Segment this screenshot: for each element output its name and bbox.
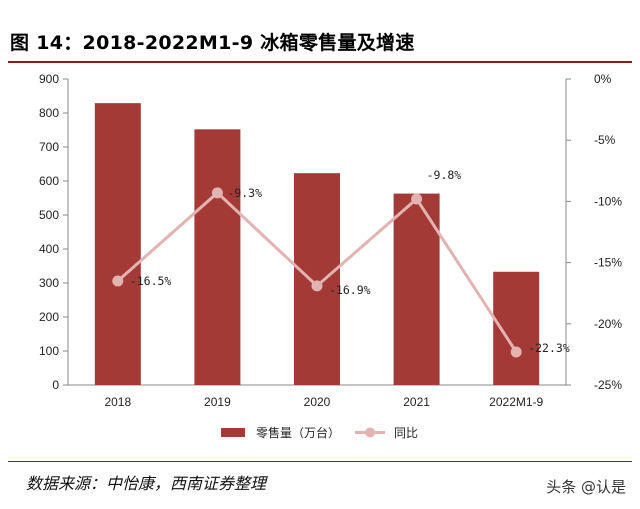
legend: 零售量（万台） 同比: [221, 425, 418, 440]
chart-title: 图 14：2018-2022M1-9 冰箱零售量及增速: [10, 32, 415, 54]
legend-line-label: 同比: [394, 426, 418, 440]
right-tick-label: -5%: [594, 133, 616, 147]
line-data-label: -9.8%: [427, 168, 462, 182]
x-tick-label: 2018: [104, 395, 131, 409]
chart-axes: 0 100 200 300 400 500 600 700 800 900 0% -5% -10% -15…: [39, 72, 622, 409]
right-tick-label: -10%: [594, 194, 622, 208]
left-tick-label: 200: [39, 310, 59, 324]
legend-line-marker: [365, 427, 375, 438]
right-tick-label: 0%: [594, 72, 612, 86]
source-note: 数据来源：中怡康，西南证券整理: [26, 474, 267, 493]
line-series: -16.5% -9.3% -16.9% -9.8% -22.3%: [112, 168, 570, 358]
bar-2018: [94, 103, 141, 385]
watermark: 头条 @认是: [546, 478, 626, 496]
footer-rule: [8, 461, 632, 462]
line-data-label: -9.3%: [227, 186, 262, 200]
left-tick-label: 300: [39, 276, 59, 290]
line-point-2019: [211, 187, 223, 199]
right-tick-label: -15%: [594, 256, 622, 270]
line-data-label: -22.3%: [528, 341, 570, 355]
chart: 0 100 200 300 400 500 600 700 800 900 0% -5% -10% -15…: [39, 72, 622, 440]
bar-series: [94, 103, 540, 385]
bar-2021: [393, 193, 440, 385]
title-underline: [8, 61, 632, 63]
left-tick-label: 100: [39, 344, 59, 358]
x-tick-label: 2021: [403, 395, 430, 409]
left-tick-label: 700: [39, 140, 59, 154]
left-tick-label: 800: [39, 106, 59, 120]
right-tick-label: -20%: [594, 317, 622, 331]
left-tick-label: 600: [39, 174, 59, 188]
bar-2019: [194, 129, 241, 385]
left-tick-label: 0: [52, 378, 59, 392]
line-data-label: -16.9%: [329, 283, 371, 297]
left-tick-label: 900: [39, 72, 59, 86]
legend-bar-label: 零售量（万台）: [256, 425, 340, 440]
left-tick-label: 500: [39, 208, 59, 222]
x-tick-label: 2019: [204, 395, 231, 409]
line-point-2018: [112, 275, 124, 287]
x-tick-label: 2022M1-9: [489, 395, 543, 409]
line-point-2021: [411, 193, 423, 205]
line-point-2020: [311, 280, 323, 292]
legend-bar-swatch: [221, 428, 245, 437]
right-tick-label: -25%: [594, 378, 622, 392]
line-point-2022M1-9: [510, 346, 522, 358]
x-tick-label: 2020: [304, 395, 331, 409]
left-tick-label: 400: [39, 242, 59, 256]
bar-2020: [294, 173, 340, 385]
line-data-label: -16.5%: [130, 274, 172, 288]
